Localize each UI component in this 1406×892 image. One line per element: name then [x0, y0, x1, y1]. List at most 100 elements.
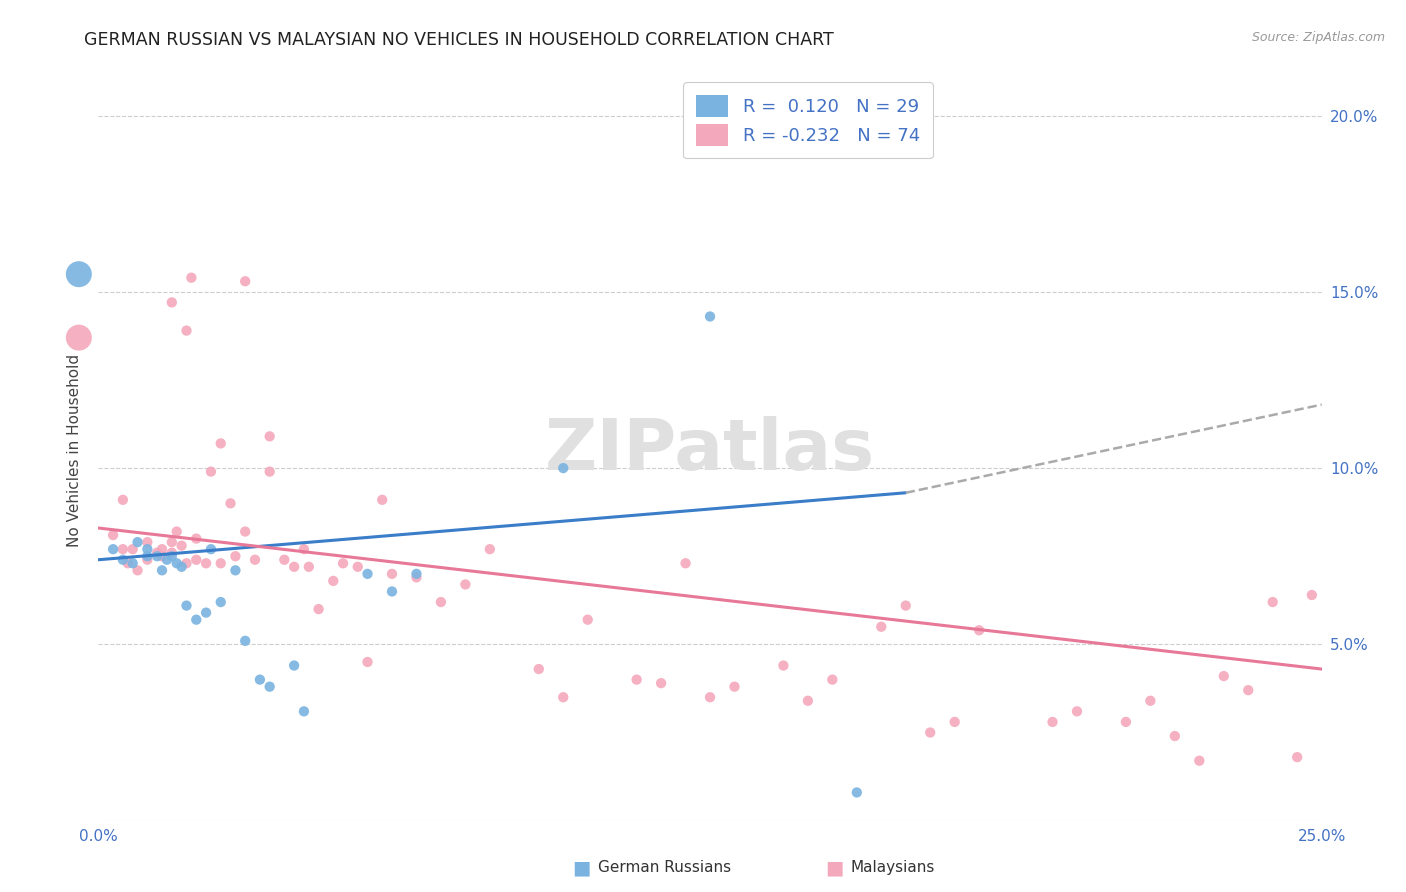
- Point: [322, 574, 344, 588]
- Point: [170, 539, 193, 553]
- Point: [332, 556, 354, 570]
- Point: [121, 542, 143, 557]
- Point: [821, 673, 844, 687]
- Text: Source: ZipAtlas.com: Source: ZipAtlas.com: [1251, 31, 1385, 45]
- Point: [136, 535, 159, 549]
- Point: [224, 563, 246, 577]
- Point: [219, 496, 242, 510]
- Point: [723, 680, 745, 694]
- Point: [1139, 694, 1161, 708]
- Point: [150, 542, 173, 557]
- Point: [371, 492, 394, 507]
- Point: [146, 546, 169, 560]
- Point: [176, 599, 198, 613]
- Point: [150, 549, 173, 564]
- Point: [176, 324, 198, 338]
- Point: [527, 662, 550, 676]
- Point: [111, 553, 134, 567]
- Point: [943, 714, 966, 729]
- Point: [180, 270, 202, 285]
- Point: [797, 694, 820, 708]
- Point: [160, 535, 183, 549]
- Point: [292, 704, 315, 718]
- Point: [283, 559, 305, 574]
- Point: [675, 556, 697, 570]
- Point: [346, 559, 368, 574]
- Point: [405, 566, 427, 581]
- Point: [1237, 683, 1260, 698]
- Point: [101, 528, 124, 542]
- Point: [699, 310, 721, 324]
- Point: [1261, 595, 1284, 609]
- Point: [553, 461, 575, 475]
- Point: [259, 429, 281, 443]
- Y-axis label: No Vehicles in Household: No Vehicles in Household: [67, 354, 83, 547]
- Point: [894, 599, 917, 613]
- Legend: R =  0.120   N = 29, R = -0.232   N = 74: R = 0.120 N = 29, R = -0.232 N = 74: [683, 82, 932, 159]
- Point: [209, 556, 232, 570]
- Point: [553, 690, 575, 705]
- Point: [195, 556, 218, 570]
- Point: [209, 436, 232, 450]
- Point: [233, 633, 256, 648]
- Point: [146, 549, 169, 564]
- Point: [259, 680, 281, 694]
- Point: [233, 524, 256, 539]
- Point: [920, 725, 942, 739]
- Point: [430, 595, 453, 609]
- Point: [170, 559, 193, 574]
- Point: [298, 559, 321, 574]
- Point: [166, 524, 188, 539]
- Point: [283, 658, 305, 673]
- Point: [111, 492, 134, 507]
- Point: [626, 673, 648, 687]
- Point: [772, 658, 794, 673]
- Text: German Russians: German Russians: [598, 861, 731, 875]
- Point: [160, 295, 183, 310]
- Point: [699, 690, 721, 705]
- Point: [249, 673, 271, 687]
- Point: [273, 553, 295, 567]
- Point: [186, 553, 208, 567]
- Point: [1042, 714, 1064, 729]
- Point: [1301, 588, 1323, 602]
- Point: [292, 542, 315, 557]
- Text: GERMAN RUSSIAN VS MALAYSIAN NO VEHICLES IN HOUSEHOLD CORRELATION CHART: GERMAN RUSSIAN VS MALAYSIAN NO VEHICLES …: [84, 31, 834, 49]
- Point: [166, 556, 188, 570]
- Point: [454, 577, 477, 591]
- Point: [136, 542, 159, 557]
- Point: [150, 563, 173, 577]
- Point: [845, 785, 868, 799]
- Point: [160, 546, 183, 560]
- Text: Malaysians: Malaysians: [851, 861, 935, 875]
- Text: ■: ■: [572, 858, 591, 878]
- Point: [200, 542, 222, 557]
- Point: [127, 563, 149, 577]
- Point: [308, 602, 330, 616]
- Point: [243, 553, 266, 567]
- Text: ■: ■: [825, 858, 844, 878]
- Point: [136, 549, 159, 564]
- Point: [186, 613, 208, 627]
- Point: [576, 613, 599, 627]
- Point: [381, 584, 404, 599]
- Point: [186, 532, 208, 546]
- Point: [195, 606, 218, 620]
- Point: [1164, 729, 1187, 743]
- Point: [136, 553, 159, 567]
- Point: [1212, 669, 1234, 683]
- Text: ZIPatlas: ZIPatlas: [546, 416, 875, 485]
- Point: [160, 549, 183, 564]
- Point: [121, 556, 143, 570]
- Point: [111, 542, 134, 557]
- Point: [381, 566, 404, 581]
- Point: [650, 676, 672, 690]
- Point: [127, 535, 149, 549]
- Point: [870, 620, 893, 634]
- Point: [200, 465, 222, 479]
- Point: [405, 570, 427, 584]
- Point: [1286, 750, 1309, 764]
- Point: [156, 553, 179, 567]
- Point: [224, 549, 246, 564]
- Point: [967, 624, 990, 638]
